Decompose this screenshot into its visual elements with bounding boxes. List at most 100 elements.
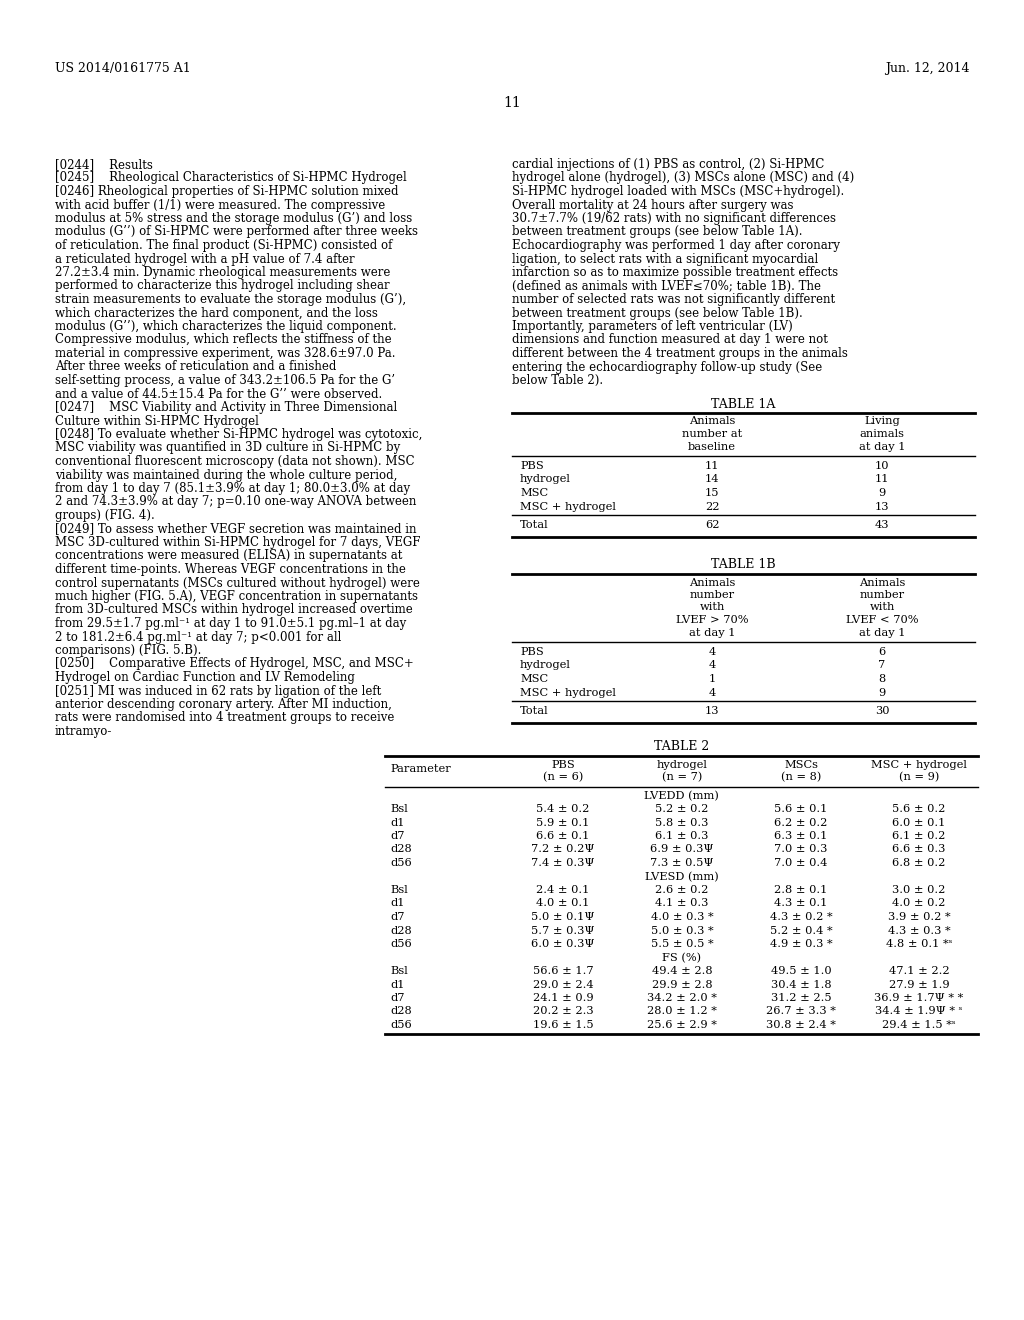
Text: 7.4 ± 0.3Ψ: 7.4 ± 0.3Ψ [531, 858, 595, 869]
Text: MSCs: MSCs [784, 759, 818, 770]
Text: Total: Total [520, 520, 549, 531]
Text: 2 to 181.2±6.4 pg.ml⁻¹ at day 7; p<0.001 for all: 2 to 181.2±6.4 pg.ml⁻¹ at day 7; p<0.001… [55, 631, 341, 644]
Text: [0245]    Rheological Characteristics of Si-HPMC Hydrogel: [0245] Rheological Characteristics of Si… [55, 172, 407, 185]
Text: 5.8 ± 0.3: 5.8 ± 0.3 [655, 817, 709, 828]
Text: 29.0 ± 2.4: 29.0 ± 2.4 [532, 979, 593, 990]
Text: Animals: Animals [859, 578, 905, 587]
Text: 25.6 ± 2.9 *: 25.6 ± 2.9 * [647, 1020, 717, 1030]
Text: 7.0 ± 0.4: 7.0 ± 0.4 [774, 858, 827, 869]
Text: Compressive modulus, which reflects the stiffness of the: Compressive modulus, which reflects the … [55, 334, 391, 346]
Text: (n = 7): (n = 7) [662, 772, 702, 783]
Text: 6.2 ± 0.2: 6.2 ± 0.2 [774, 817, 827, 828]
Text: hydrogel: hydrogel [520, 660, 570, 671]
Text: hydrogel: hydrogel [520, 474, 570, 484]
Text: different time-points. Whereas VEGF concentrations in the: different time-points. Whereas VEGF conc… [55, 564, 406, 576]
Text: d56: d56 [390, 939, 412, 949]
Text: comparisons) (FIG. 5.B).: comparisons) (FIG. 5.B). [55, 644, 202, 657]
Text: 14: 14 [705, 474, 719, 484]
Text: below Table 2).: below Table 2). [512, 374, 603, 387]
Text: 34.4 ± 1.9Ψ * ˢ: 34.4 ± 1.9Ψ * ˢ [876, 1006, 963, 1016]
Text: (n = 6): (n = 6) [543, 772, 584, 783]
Text: 2.6 ± 0.2: 2.6 ± 0.2 [655, 884, 709, 895]
Text: 1: 1 [709, 675, 716, 684]
Text: Animals: Animals [689, 578, 735, 587]
Text: 2 and 74.3±3.9% at day 7; p=0.10 one-way ANOVA between: 2 and 74.3±3.9% at day 7; p=0.10 one-way… [55, 495, 417, 508]
Text: hydrogel alone (hydrogel), (3) MSCs alone (MSC) and (4): hydrogel alone (hydrogel), (3) MSCs alon… [512, 172, 854, 185]
Text: 24.1 ± 0.9: 24.1 ± 0.9 [532, 993, 593, 1003]
Text: 5.9 ± 0.1: 5.9 ± 0.1 [537, 817, 590, 828]
Text: Parameter: Parameter [390, 764, 451, 775]
Text: groups) (FIG. 4).: groups) (FIG. 4). [55, 510, 155, 521]
Text: 7: 7 [879, 660, 886, 671]
Text: US 2014/0161775 A1: US 2014/0161775 A1 [55, 62, 190, 75]
Text: 9: 9 [879, 688, 886, 697]
Text: 20.2 ± 2.3: 20.2 ± 2.3 [532, 1006, 593, 1016]
Text: 4.3 ± 0.2 *: 4.3 ± 0.2 * [770, 912, 833, 921]
Text: Importantly, parameters of left ventricular (LV): Importantly, parameters of left ventricu… [512, 319, 793, 333]
Text: 43: 43 [874, 520, 889, 531]
Text: 4: 4 [709, 647, 716, 657]
Text: d7: d7 [390, 832, 404, 841]
Text: 49.4 ± 2.8: 49.4 ± 2.8 [651, 966, 713, 975]
Text: 6: 6 [879, 647, 886, 657]
Text: 19.6 ± 1.5: 19.6 ± 1.5 [532, 1020, 593, 1030]
Text: dimensions and function measured at day 1 were not: dimensions and function measured at day … [512, 334, 827, 346]
Text: 6.9 ± 0.3Ψ: 6.9 ± 0.3Ψ [650, 845, 714, 854]
Text: [0244]    Results: [0244] Results [55, 158, 153, 172]
Text: MSC 3D-cultured within Si-HPMC hydrogel for 7 days, VEGF: MSC 3D-cultured within Si-HPMC hydrogel … [55, 536, 421, 549]
Text: hydrogel: hydrogel [656, 759, 708, 770]
Text: (n = 8): (n = 8) [781, 772, 821, 783]
Text: 4.3 ± 0.1: 4.3 ± 0.1 [774, 899, 827, 908]
Text: MSC viability was quantified in 3D culture in Si-HPMC by: MSC viability was quantified in 3D cultu… [55, 441, 400, 454]
Text: conventional fluorescent microscopy (data not shown). MSC: conventional fluorescent microscopy (dat… [55, 455, 415, 469]
Text: animals: animals [859, 429, 904, 440]
Text: from 29.5±1.7 pg.ml⁻¹ at day 1 to 91.0±5.1 pg.ml–1 at day: from 29.5±1.7 pg.ml⁻¹ at day 1 to 91.0±5… [55, 616, 407, 630]
Text: d1: d1 [390, 899, 404, 908]
Text: concentrations were measured (ELISA) in supernatants at: concentrations were measured (ELISA) in … [55, 549, 402, 562]
Text: MSC + hydrogel: MSC + hydrogel [520, 502, 615, 511]
Text: 29.4 ± 1.5 *ˢ: 29.4 ± 1.5 *ˢ [883, 1020, 955, 1030]
Text: Bsl: Bsl [390, 966, 408, 975]
Text: 11: 11 [705, 461, 719, 471]
Text: 6.0 ± 0.3Ψ: 6.0 ± 0.3Ψ [531, 939, 595, 949]
Text: FS (%): FS (%) [662, 953, 701, 962]
Text: control supernatants (MSCs cultured without hydrogel) were: control supernatants (MSCs cultured with… [55, 577, 420, 590]
Text: LVEF > 70%: LVEF > 70% [676, 615, 749, 624]
Text: MSC + hydrogel: MSC + hydrogel [520, 688, 615, 697]
Text: d56: d56 [390, 858, 412, 869]
Text: 7.2 ± 0.2Ψ: 7.2 ± 0.2Ψ [531, 845, 595, 854]
Text: Total: Total [520, 706, 549, 715]
Text: at day 1: at day 1 [859, 441, 905, 451]
Text: 6.6 ± 0.3: 6.6 ± 0.3 [892, 845, 946, 854]
Text: LVESD (mm): LVESD (mm) [645, 871, 719, 882]
Text: 13: 13 [705, 706, 719, 715]
Text: 6.1 ± 0.2: 6.1 ± 0.2 [892, 832, 946, 841]
Text: 26.7 ± 3.3 *: 26.7 ± 3.3 * [766, 1006, 836, 1016]
Text: 7.0 ± 0.3: 7.0 ± 0.3 [774, 845, 827, 854]
Text: Bsl: Bsl [390, 884, 408, 895]
Text: a reticulated hydrogel with a pH value of 7.4 after: a reticulated hydrogel with a pH value o… [55, 252, 354, 265]
Text: 6.1 ± 0.3: 6.1 ± 0.3 [655, 832, 709, 841]
Text: 34.2 ± 2.0 *: 34.2 ± 2.0 * [647, 993, 717, 1003]
Text: number at: number at [682, 429, 742, 440]
Text: of reticulation. The final product (Si-HPMC) consisted of: of reticulation. The final product (Si-H… [55, 239, 392, 252]
Text: After three weeks of reticulation and a finished: After three weeks of reticulation and a … [55, 360, 336, 374]
Text: much higher (FIG. 5.A), VEGF concentration in supernatants: much higher (FIG. 5.A), VEGF concentrati… [55, 590, 418, 603]
Text: with acid buffer (1/1) were measured. The compressive: with acid buffer (1/1) were measured. Th… [55, 198, 385, 211]
Text: [0246] Rheological properties of Si-HPMC solution mixed: [0246] Rheological properties of Si-HPMC… [55, 185, 398, 198]
Text: d7: d7 [390, 993, 404, 1003]
Text: baseline: baseline [688, 441, 736, 451]
Text: at day 1: at day 1 [859, 627, 905, 638]
Text: from 3D-cultured MSCs within hydrogel increased overtime: from 3D-cultured MSCs within hydrogel in… [55, 603, 413, 616]
Text: 30.4 ± 1.8: 30.4 ± 1.8 [771, 979, 831, 990]
Text: intramyo-: intramyo- [55, 725, 113, 738]
Text: infarction so as to maximize possible treatment effects: infarction so as to maximize possible tr… [512, 267, 838, 279]
Text: 4: 4 [709, 660, 716, 671]
Text: 8: 8 [879, 675, 886, 684]
Text: MSC + hydrogel: MSC + hydrogel [871, 759, 967, 770]
Text: number of selected rats was not significantly different: number of selected rats was not signific… [512, 293, 836, 306]
Text: 30: 30 [874, 706, 889, 715]
Text: (defined as animals with LVEF≤70%; table 1B). The: (defined as animals with LVEF≤70%; table… [512, 280, 821, 293]
Text: TABLE 1A: TABLE 1A [712, 397, 776, 411]
Text: with: with [699, 602, 725, 612]
